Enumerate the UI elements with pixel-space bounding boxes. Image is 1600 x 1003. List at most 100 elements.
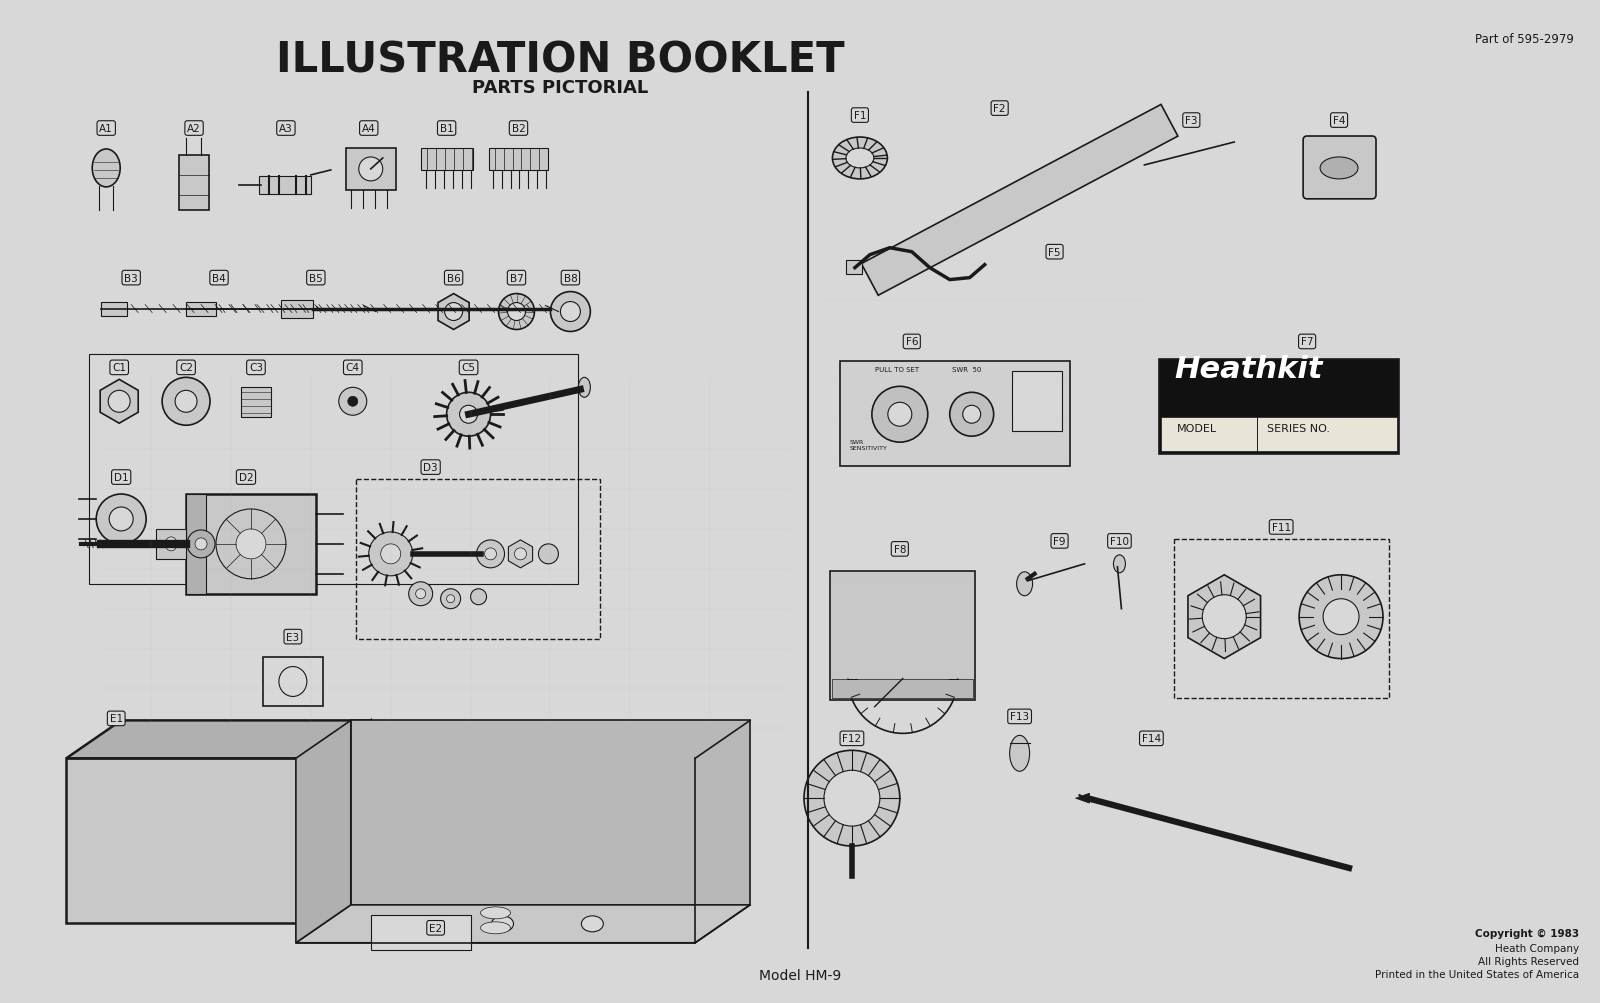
Ellipse shape: [1010, 735, 1030, 771]
Circle shape: [485, 549, 496, 561]
Text: Heathkit: Heathkit: [1174, 355, 1323, 384]
FancyBboxPatch shape: [1160, 360, 1398, 454]
Text: ILLUSTRATION BOOKLET: ILLUSTRATION BOOKLET: [277, 39, 845, 81]
Polygon shape: [1075, 793, 1090, 803]
Circle shape: [950, 393, 994, 436]
Text: SWR
SENSITIVITY: SWR SENSITIVITY: [850, 439, 888, 450]
Circle shape: [560, 302, 581, 322]
Bar: [371, 915, 470, 950]
Ellipse shape: [165, 538, 178, 552]
Circle shape: [408, 582, 432, 606]
Bar: [101, 302, 126, 316]
Polygon shape: [1187, 576, 1261, 659]
Bar: [186, 494, 315, 594]
Text: C3: C3: [250, 363, 262, 373]
Text: D1: D1: [114, 472, 128, 482]
Ellipse shape: [480, 907, 510, 919]
Circle shape: [174, 391, 197, 413]
Polygon shape: [509, 541, 533, 569]
FancyBboxPatch shape: [840, 362, 1069, 466]
Text: C1: C1: [112, 363, 126, 373]
Circle shape: [477, 541, 504, 569]
Circle shape: [440, 589, 461, 609]
Circle shape: [1299, 576, 1382, 659]
Text: F9: F9: [1053, 537, 1066, 547]
Text: F11: F11: [1272, 523, 1291, 533]
Bar: [186, 494, 206, 594]
Text: F6: F6: [906, 337, 918, 347]
Text: C4: C4: [346, 363, 360, 373]
Text: Printed in the United States of America: Printed in the United States of America: [1374, 969, 1579, 979]
Text: A1: A1: [99, 124, 114, 134]
Circle shape: [445, 303, 462, 321]
Circle shape: [446, 595, 454, 603]
Text: Part of 595-2979: Part of 595-2979: [1475, 33, 1574, 46]
Text: F2: F2: [994, 104, 1006, 114]
Polygon shape: [438, 294, 469, 330]
Polygon shape: [296, 721, 350, 943]
Text: F8: F8: [893, 545, 906, 555]
Ellipse shape: [402, 916, 424, 932]
Text: F5: F5: [1048, 248, 1061, 258]
Circle shape: [470, 589, 486, 605]
Bar: [259, 177, 310, 195]
Text: A2: A2: [187, 124, 202, 134]
Circle shape: [550, 292, 590, 332]
Circle shape: [339, 388, 366, 416]
Text: B3: B3: [125, 274, 138, 283]
Circle shape: [803, 750, 899, 847]
Text: F3: F3: [1186, 116, 1197, 126]
Text: B4: B4: [213, 274, 226, 283]
Text: C5: C5: [461, 363, 475, 373]
Text: F7: F7: [1301, 337, 1314, 347]
Circle shape: [162, 378, 210, 426]
Text: SERIES NO.: SERIES NO.: [1267, 424, 1330, 433]
Text: D3: D3: [424, 462, 438, 472]
Text: Model HM-9: Model HM-9: [758, 968, 842, 982]
Circle shape: [1323, 599, 1358, 635]
Text: B8: B8: [563, 274, 578, 283]
Polygon shape: [350, 721, 750, 905]
Bar: [1011, 372, 1061, 431]
Text: Heath Company: Heath Company: [1494, 943, 1579, 953]
FancyBboxPatch shape: [1302, 136, 1376, 200]
Polygon shape: [296, 905, 750, 943]
FancyBboxPatch shape: [1162, 418, 1397, 451]
Text: F12: F12: [842, 733, 861, 743]
Ellipse shape: [93, 149, 120, 188]
Circle shape: [872, 387, 928, 442]
Circle shape: [109, 391, 130, 413]
Text: B1: B1: [440, 124, 453, 134]
Text: F4: F4: [1333, 116, 1346, 126]
Text: B5: B5: [309, 274, 323, 283]
Ellipse shape: [581, 916, 603, 932]
Circle shape: [1202, 595, 1246, 639]
Ellipse shape: [578, 378, 590, 398]
Ellipse shape: [832, 137, 888, 180]
FancyBboxPatch shape: [830, 572, 974, 701]
Circle shape: [416, 589, 426, 599]
Polygon shape: [861, 105, 1178, 296]
Circle shape: [963, 406, 981, 424]
Ellipse shape: [1114, 556, 1125, 574]
Bar: [157, 530, 186, 560]
Text: SWR  50: SWR 50: [952, 367, 981, 373]
Polygon shape: [66, 721, 371, 758]
Bar: [179, 155, 210, 211]
Text: Copyright © 1983: Copyright © 1983: [1475, 928, 1579, 938]
Text: F13: F13: [1010, 712, 1029, 722]
Circle shape: [381, 545, 400, 565]
Text: E1: E1: [110, 714, 123, 724]
Circle shape: [358, 157, 382, 182]
Circle shape: [195, 539, 206, 551]
Ellipse shape: [480, 922, 510, 934]
Ellipse shape: [491, 916, 514, 932]
Text: B7: B7: [510, 274, 523, 283]
Circle shape: [109, 508, 133, 532]
Bar: [488, 148, 549, 171]
Polygon shape: [101, 380, 138, 424]
Bar: [262, 657, 323, 707]
Bar: [242, 388, 270, 418]
Circle shape: [888, 403, 912, 427]
Text: E3: E3: [286, 632, 299, 642]
